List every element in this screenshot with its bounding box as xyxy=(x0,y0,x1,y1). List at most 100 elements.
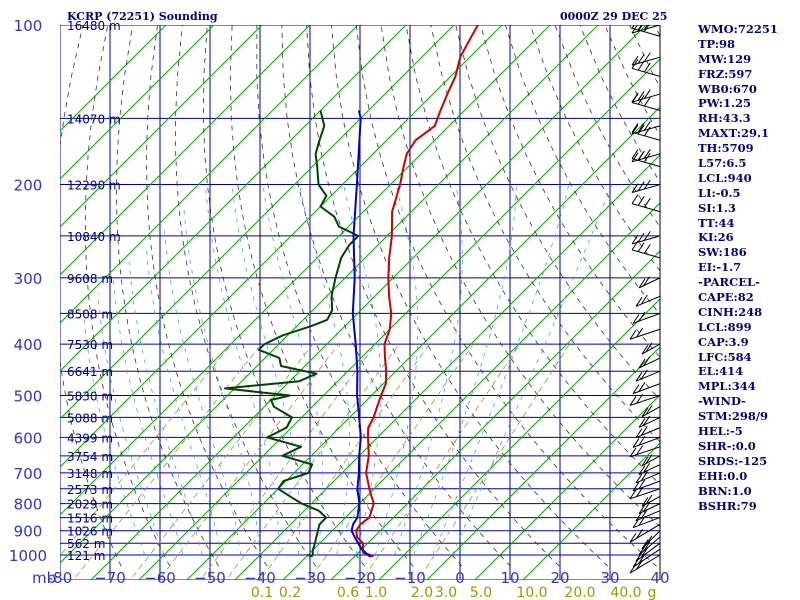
barb-flag xyxy=(638,358,646,369)
barb-flag xyxy=(643,276,651,286)
isotherm xyxy=(378,554,405,580)
barb-flag xyxy=(638,545,646,556)
wind-barb xyxy=(629,487,661,500)
barb-flag xyxy=(641,456,649,467)
barb-flag xyxy=(635,371,643,382)
dry-adiabat xyxy=(175,25,317,567)
barb-flag xyxy=(641,344,649,355)
barb-flag xyxy=(638,504,646,514)
barb-flag xyxy=(629,489,637,500)
index-row: TP:98 xyxy=(698,36,736,51)
mixing-ratio-line xyxy=(311,343,474,578)
index-row: CAP:3.9 xyxy=(698,334,749,349)
moist-adiabat xyxy=(374,184,419,556)
pressure-tick-label: 900 xyxy=(14,523,43,541)
index-row: EL:414 xyxy=(698,364,744,379)
height-label: 6641 m xyxy=(67,365,113,379)
moist-adiabat xyxy=(145,244,222,556)
barb-flag xyxy=(631,124,639,135)
isotherm xyxy=(451,346,660,556)
barb-flag xyxy=(631,55,639,66)
temperature-tick-label: −30 xyxy=(294,569,326,587)
isotherm xyxy=(474,554,501,580)
wind-barb xyxy=(631,89,661,103)
barb-flag xyxy=(631,92,639,103)
barb-shaft xyxy=(631,203,661,213)
barb-flag xyxy=(645,454,653,464)
barb-shaft xyxy=(629,328,661,340)
moist-adiabat xyxy=(394,184,463,556)
index-row: EHI:0.0 xyxy=(698,468,748,483)
mixing-ratio-line xyxy=(161,343,340,578)
wind-barb xyxy=(641,494,661,507)
barb-shaft xyxy=(632,548,661,568)
barb-flag xyxy=(638,311,646,322)
height-label: 121 m xyxy=(67,549,105,563)
moist-adiabat xyxy=(97,292,165,556)
height-label: 4399 m xyxy=(67,431,113,445)
pressure-tick-label: 1000 xyxy=(9,547,47,565)
barb-shaft xyxy=(638,277,661,289)
barb-shaft xyxy=(635,542,661,562)
pressure-tick-label: 600 xyxy=(14,429,43,447)
barb-flag xyxy=(635,473,643,484)
barb-flag xyxy=(643,121,651,131)
barb-flag xyxy=(631,183,639,193)
height-label: 5088 m xyxy=(67,411,113,425)
index-row: LCL:899 xyxy=(698,319,752,334)
barb-flag xyxy=(637,150,645,161)
barb-flag xyxy=(643,126,651,137)
height-label: 7530 m xyxy=(67,338,113,352)
pressure-tick-label: 800 xyxy=(14,496,43,514)
barb-flag xyxy=(631,25,635,29)
height-label: 3148 m xyxy=(67,467,113,481)
isotherm xyxy=(60,25,503,468)
barb-shaft xyxy=(629,394,661,406)
barb-flag xyxy=(629,532,637,543)
dry-adiabat xyxy=(355,25,657,567)
dry-adiabat xyxy=(281,25,511,567)
wind-barb xyxy=(631,122,661,141)
mixing-ratio-label: 3.0 xyxy=(435,585,457,600)
index-row: EI:-1.7 xyxy=(698,260,742,275)
wind-barb xyxy=(638,356,661,369)
barb-shaft xyxy=(638,357,661,369)
index-row: WMO:72251 xyxy=(698,22,778,36)
barb-flag xyxy=(635,428,643,438)
dry-adiabat xyxy=(229,25,414,567)
wind-barb xyxy=(631,121,661,135)
isotherm xyxy=(426,554,453,580)
index-row: CAPE:82 xyxy=(698,290,754,305)
wind-barb xyxy=(631,52,661,66)
barb-flag xyxy=(629,447,637,458)
isotherm xyxy=(60,25,167,132)
barb-shaft xyxy=(638,464,661,475)
barb-flag xyxy=(641,407,649,417)
barb-flag xyxy=(643,244,651,254)
barb-flag xyxy=(643,149,651,159)
isotherm xyxy=(282,554,309,580)
barb-flag xyxy=(640,471,648,481)
barb-flag xyxy=(643,62,651,73)
barb-shaft xyxy=(629,488,661,500)
dry-adiabat xyxy=(480,25,660,358)
barb-shaft xyxy=(632,383,661,395)
barb-flag xyxy=(631,149,639,159)
barb-flag xyxy=(629,396,637,406)
barb-shaft xyxy=(635,295,661,307)
wind-barb xyxy=(632,382,661,395)
barb-flag xyxy=(637,124,645,135)
index-row: SHR-:0.0 xyxy=(698,438,756,453)
dry-adiabat xyxy=(116,25,219,567)
barb-flag xyxy=(637,54,645,64)
barb-flag xyxy=(638,479,646,490)
barb-flag xyxy=(640,509,648,519)
height-label: 1516 m xyxy=(67,512,113,526)
temperature-tick-label: 20 xyxy=(550,569,569,587)
temperature-tick-label: −70 xyxy=(94,569,126,587)
wind-barb xyxy=(638,276,661,289)
index-row: -PARCEL- xyxy=(698,275,760,290)
index-row: BSHR:79 xyxy=(698,498,757,513)
barb-shaft xyxy=(635,370,661,382)
